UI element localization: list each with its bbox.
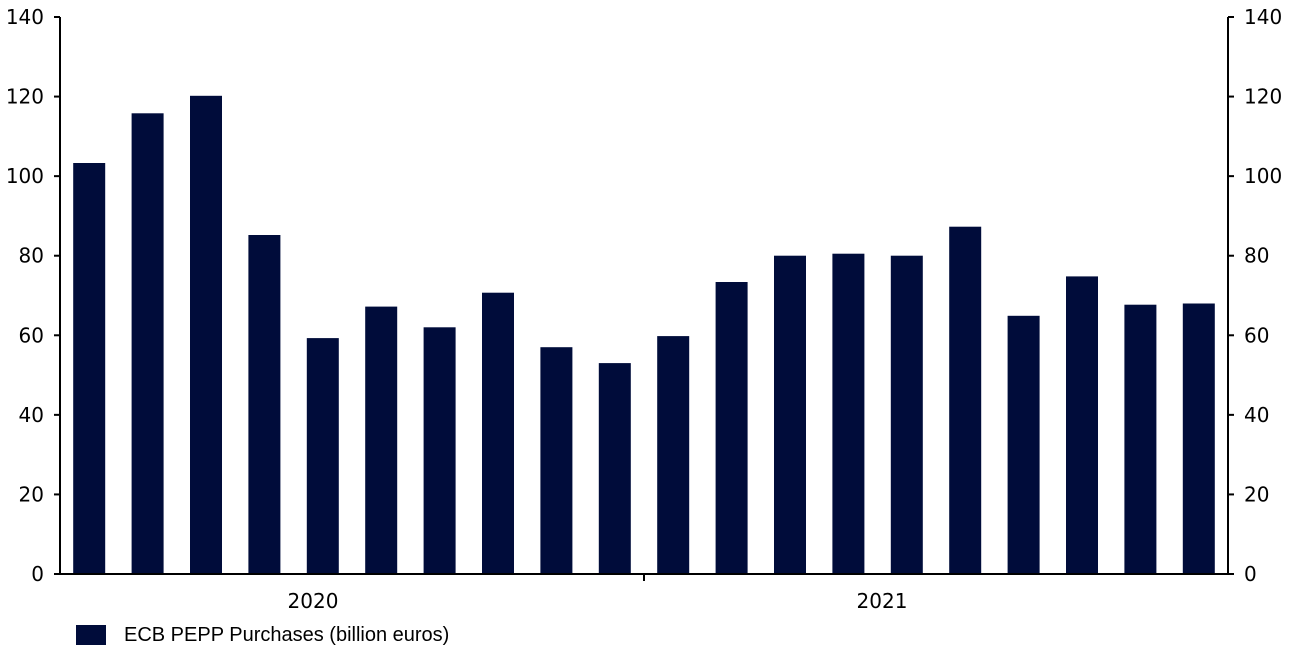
left-tick-label-100: 100 — [6, 164, 44, 188]
right-tick-label-20: 20 — [1244, 482, 1269, 506]
bar-oct-2021 — [1182, 303, 1215, 574]
bar-jul-2020 — [306, 338, 339, 574]
left-tick-label-60: 60 — [19, 323, 44, 347]
axes-group — [59, 17, 1229, 581]
bar-jul-2021 — [1007, 315, 1040, 574]
bar-mar-2021 — [774, 255, 806, 574]
legend-label: ECB PEPP Purchases (billion euros) — [124, 623, 450, 646]
x-year-label-2020: 2020 — [288, 589, 339, 613]
bar-sep-2021 — [1124, 304, 1157, 574]
bar-apr-2020 — [131, 113, 164, 575]
right-tick-label-120: 120 — [1244, 85, 1282, 109]
legend-swatch — [76, 625, 106, 645]
bar-may-2021 — [890, 255, 923, 574]
right-tick-label-0: 0 — [1244, 562, 1257, 586]
bar-may-2020 — [190, 95, 222, 575]
legend: ECB PEPP Purchases (billion euros) — [76, 622, 449, 648]
bar-aug-2021 — [1066, 276, 1098, 574]
bar-apr-2021 — [832, 253, 865, 574]
bars-group — [73, 95, 1215, 575]
bar-nov-2020 — [540, 347, 573, 574]
right-tick-label-40: 40 — [1244, 403, 1269, 427]
left-tick-label-20: 20 — [19, 482, 44, 506]
bar-mar-2020 — [73, 163, 106, 574]
x-year-label-2021: 2021 — [857, 589, 908, 613]
bar-dec-2020 — [598, 363, 631, 574]
bar-jun-2020 — [248, 235, 281, 574]
bar-feb-2021 — [715, 282, 748, 574]
bar-sep-2020 — [423, 327, 456, 574]
bar-jan-2021 — [657, 336, 690, 574]
bar-oct-2020 — [482, 292, 514, 574]
right-tick-label-80: 80 — [1244, 244, 1269, 268]
left-tick-label-140: 140 — [6, 5, 44, 29]
left-tick-label-120: 120 — [6, 85, 44, 109]
right-tick-label-100: 100 — [1244, 164, 1282, 188]
left-y-ticks: 0 20 40 60 80 100 120 140 — [6, 5, 60, 586]
bar-aug-2020 — [365, 306, 398, 574]
right-y-ticks: 0 20 40 60 80 100 120 140 — [1228, 5, 1282, 586]
bar-jun-2021 — [949, 226, 982, 574]
right-tick-label-140: 140 — [1244, 5, 1282, 29]
left-tick-label-80: 80 — [19, 244, 44, 268]
right-tick-label-60: 60 — [1244, 323, 1269, 347]
left-tick-label-0: 0 — [31, 562, 44, 586]
left-tick-label-40: 40 — [19, 403, 44, 427]
